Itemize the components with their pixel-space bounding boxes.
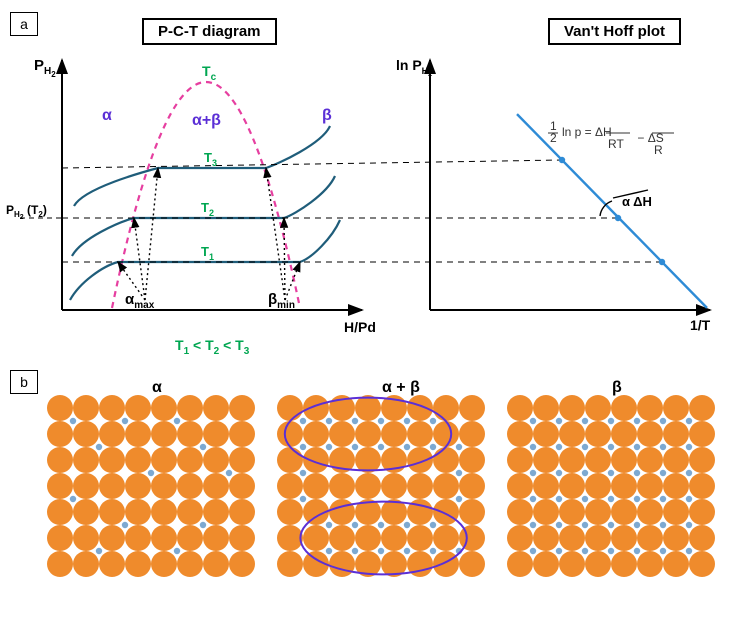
lattice-0 <box>47 395 255 577</box>
svg-text:ln PH2: ln PH2 <box>396 57 432 78</box>
svg-text:T1 < T2 < T3: T1 < T2 < T3 <box>175 337 250 357</box>
svg-text:β: β <box>322 107 332 124</box>
svg-text:T1: T1 <box>201 244 214 262</box>
svg-text:PH2: PH2 <box>34 57 56 79</box>
lattice-title-2: β <box>612 379 622 396</box>
lattice-2 <box>507 395 715 577</box>
vant-hoff-equation: 12ln p = ΔHRT − ΔSR <box>550 119 664 157</box>
svg-text:α: α <box>102 107 112 124</box>
svg-text:α+β: α+β <box>192 112 221 129</box>
svg-text:T2: T2 <box>201 200 214 218</box>
svg-text:α ΔH: α ΔH <box>622 194 652 209</box>
lattice-title-0: α <box>152 379 162 396</box>
lattice-title-1: α + β <box>382 379 420 396</box>
svg-text:1/T: 1/T <box>690 317 711 333</box>
svg-text:PH2 (T2): PH2 (T2) <box>6 203 47 221</box>
svg-text:αmax: αmax <box>125 291 155 311</box>
lattice-1 <box>277 395 485 577</box>
figure-svg: PH2H/PdTcαα+ββT1T2T3αmaxβminPH2 (T2)T1 <… <box>0 0 735 617</box>
svg-text:βmin: βmin <box>268 291 295 311</box>
svg-text:Tc: Tc <box>202 63 217 83</box>
svg-text:H/Pd: H/Pd <box>344 319 376 335</box>
